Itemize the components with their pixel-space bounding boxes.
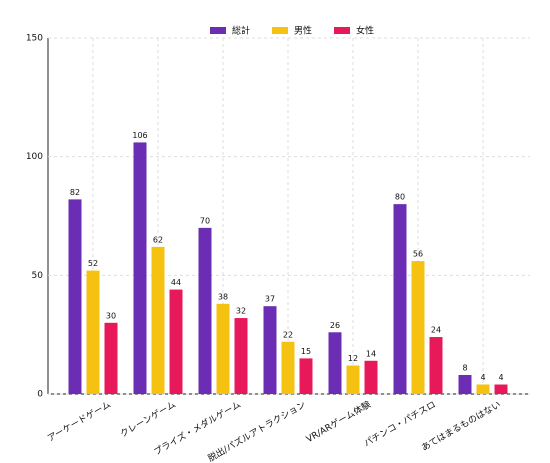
y-tick-label: 50 xyxy=(32,271,44,281)
value-label: 56 xyxy=(413,250,423,259)
bar xyxy=(86,270,100,394)
value-label: 38 xyxy=(218,292,228,301)
x-tick-label: VR/ARゲーム体験 xyxy=(304,398,373,445)
x-tick-label: アーケードゲーム xyxy=(45,398,113,444)
y-tick-label: 150 xyxy=(26,34,43,44)
bar xyxy=(198,227,212,394)
bar xyxy=(68,199,82,394)
value-label: 52 xyxy=(88,259,98,268)
bar xyxy=(169,289,183,394)
bar xyxy=(281,341,295,394)
legend-swatch xyxy=(334,27,350,34)
value-label: 24 xyxy=(431,326,441,335)
bar xyxy=(328,332,342,394)
bar xyxy=(234,318,248,394)
x-tick-label: クレーンゲーム xyxy=(118,398,178,440)
value-label: 26 xyxy=(330,321,340,330)
value-label: 4 xyxy=(498,373,503,382)
legend-swatch xyxy=(272,27,288,34)
x-tick-label: 脱出/パズルアトラクション xyxy=(206,398,308,463)
bar xyxy=(393,204,407,394)
bar xyxy=(476,384,490,394)
value-label: 8 xyxy=(462,364,467,373)
value-label: 32 xyxy=(236,307,246,316)
y-tick-label: 100 xyxy=(26,152,43,162)
value-label: 37 xyxy=(265,295,275,304)
legend-swatch xyxy=(210,27,226,34)
y-tick-label: 0 xyxy=(37,390,43,400)
value-label: 82 xyxy=(70,188,80,197)
value-label: 70 xyxy=(200,216,210,225)
value-label: 14 xyxy=(366,349,376,358)
bar xyxy=(104,322,118,394)
legend-label: 女性 xyxy=(356,25,374,37)
value-label: 15 xyxy=(301,347,311,356)
value-label: 4 xyxy=(480,373,485,382)
bar xyxy=(216,303,230,394)
bar xyxy=(411,261,425,394)
value-label: 30 xyxy=(106,311,116,320)
bar xyxy=(263,306,277,394)
bar xyxy=(458,375,472,394)
value-label: 12 xyxy=(348,354,358,363)
bar xyxy=(494,384,508,394)
legend-label: 総計 xyxy=(232,25,250,37)
bar xyxy=(429,337,443,394)
value-label: 62 xyxy=(153,235,163,244)
legend-label: 男性 xyxy=(294,25,312,37)
value-label: 80 xyxy=(395,193,405,202)
bar xyxy=(133,142,147,394)
value-label: 106 xyxy=(132,131,147,140)
bar xyxy=(299,358,313,394)
bar xyxy=(346,365,360,394)
bar xyxy=(151,246,165,394)
value-label: 44 xyxy=(171,278,181,287)
bar xyxy=(364,360,378,394)
value-label: 22 xyxy=(283,330,293,339)
